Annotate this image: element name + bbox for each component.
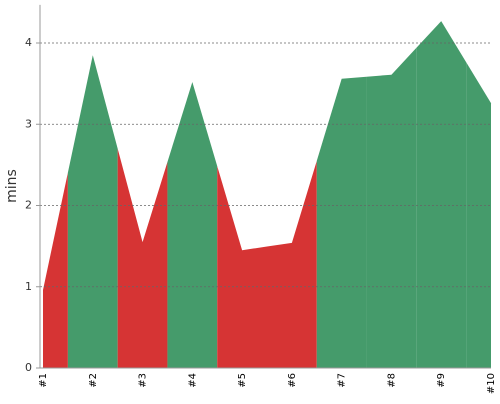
- y-tick-label: 1: [25, 280, 32, 293]
- area-segment: [316, 76, 367, 368]
- x-tick-label: #1: [38, 373, 49, 388]
- area-segment: [67, 55, 118, 368]
- area-segment: [416, 21, 467, 368]
- x-tick-label: #4: [187, 373, 198, 388]
- area-segment: [267, 160, 317, 368]
- area-segment: [366, 47, 417, 368]
- x-tick-label: #2: [88, 373, 99, 388]
- x-tick-label: #6: [287, 373, 298, 388]
- area-segment: [167, 82, 218, 368]
- x-tick-label: #3: [138, 373, 149, 388]
- area-segment: [43, 172, 68, 368]
- y-axis-label: mins: [4, 169, 20, 203]
- x-tick-label: #8: [386, 373, 397, 388]
- y-tick-label: 2: [25, 199, 32, 212]
- plot-area: [43, 21, 491, 368]
- x-tick-label: #7: [337, 373, 348, 388]
- area-segment: [217, 166, 267, 368]
- x-tick-label: #9: [436, 373, 447, 388]
- y-tick-label: 4: [25, 36, 32, 49]
- area-segment: [466, 62, 491, 368]
- y-tick-label: 3: [25, 117, 32, 130]
- area-segment: [117, 148, 168, 368]
- x-tick-label: #10: [486, 373, 497, 394]
- x-tick-label: #5: [237, 373, 248, 388]
- y-tick-label: 0: [25, 361, 32, 374]
